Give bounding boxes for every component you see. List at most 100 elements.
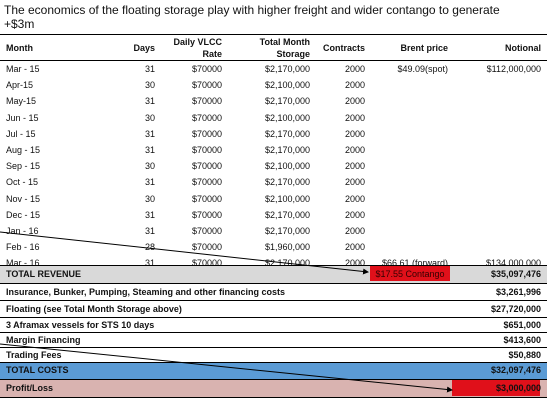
column-header: Daily VLCC Rate	[173, 37, 222, 59]
cell: 2000	[344, 193, 365, 204]
cell: Feb - 16	[6, 242, 40, 253]
cell: 2000	[344, 161, 365, 172]
summary-label: Trading Fees	[6, 349, 62, 360]
title: The economics of the floating storage pl…	[4, 3, 500, 31]
cell: 31	[144, 177, 155, 188]
cell: 31	[144, 209, 155, 220]
summary-label: Insurance, Bunker, Pumping, Steaming and…	[6, 286, 286, 297]
cell: 2000	[344, 226, 365, 236]
cell: $2,170,000	[264, 177, 310, 188]
column-header: Notional	[505, 43, 541, 53]
cell: $2,100,000	[264, 80, 310, 91]
cell: 2000	[344, 177, 365, 188]
summary-label: Margin Financing	[6, 334, 81, 345]
cell: $70000	[191, 226, 222, 236]
summary-row	[0, 265, 547, 283]
cell: 2000	[344, 96, 365, 107]
cell: $2,170,000	[264, 209, 310, 220]
cell: $70000	[191, 209, 222, 220]
header-rule	[0, 60, 547, 61]
cell: 31	[144, 128, 155, 139]
cell: $134,000,000	[485, 258, 541, 269]
cell: 30	[144, 112, 155, 123]
cell: $2,100,000	[264, 112, 310, 123]
cell: $2,100,000	[264, 161, 310, 172]
cell: 30	[144, 161, 155, 172]
summary-row	[0, 332, 547, 348]
cell: $2,170,000	[264, 96, 310, 107]
summary-value: $3,261,996	[495, 286, 541, 297]
cell: $49.09(spot)	[397, 64, 448, 74]
cell: Oct - 15	[6, 177, 39, 188]
cell: 2000	[344, 80, 365, 91]
summary-label: 3 Aframax vessels for STS 10 days	[6, 320, 155, 330]
cell: $70000	[191, 112, 222, 123]
profit-cell	[452, 380, 540, 396]
cell: 30	[144, 193, 155, 204]
summary-label: Floating (see Total Month Storage above)	[6, 303, 182, 314]
cell: $70000	[191, 161, 222, 172]
summary-row	[0, 362, 547, 379]
cell: May-15	[6, 96, 37, 107]
cell: 2000	[344, 112, 365, 123]
cell: Mar - 15	[6, 64, 40, 74]
cell: $70000	[191, 145, 222, 155]
summary-row	[0, 317, 547, 334]
column-header: Contracts	[322, 43, 365, 53]
summary-note: $17.55 Contango	[375, 268, 445, 279]
cell: $2,100,000	[264, 193, 310, 204]
cell: $1,960,000	[264, 242, 310, 253]
summary-label: TOTAL COSTS	[6, 365, 69, 375]
cell: 31	[144, 226, 155, 236]
summary-value: $35,097,476	[490, 268, 541, 279]
summary-value: $27,720,000	[490, 303, 541, 314]
cell: 2000	[344, 128, 365, 139]
cell: $70000	[191, 128, 222, 139]
column-header: Month	[6, 43, 33, 53]
bottom-rule	[0, 397, 547, 398]
cell: 2000	[344, 242, 365, 253]
cell: 28	[144, 242, 155, 253]
summary-label: TOTAL REVENUE	[6, 268, 82, 279]
cell: $70000	[191, 193, 222, 204]
column-header: Brent price	[400, 43, 448, 53]
cell: $66.61 (forward)	[381, 258, 448, 269]
contango-cell	[370, 266, 450, 281]
summary-value: $50,880	[508, 349, 541, 360]
cell: Jul - 15	[6, 128, 36, 139]
cell: $70000	[191, 177, 222, 188]
cell: Dec - 15	[6, 209, 41, 220]
header-rule	[0, 34, 547, 35]
cell: Jun - 15	[6, 112, 39, 123]
column-header: Days	[133, 43, 155, 53]
cell: Apr-15	[6, 80, 34, 91]
cell: Nov - 15	[6, 193, 41, 204]
summary-value: $413,600	[503, 334, 541, 345]
cell: $70000	[191, 64, 222, 74]
cell: 31	[144, 145, 155, 155]
cell: $112,000,000	[486, 64, 541, 74]
summary-value: $651,000	[503, 320, 541, 330]
summary-row	[0, 300, 547, 318]
cell: 2000	[344, 209, 365, 220]
cell: Aug - 15	[6, 145, 41, 155]
cell: 2000	[344, 64, 365, 74]
cell: $70000	[191, 96, 222, 107]
cell: $70000	[191, 242, 222, 253]
cell: Sep - 15	[6, 161, 41, 172]
cell: 31	[144, 64, 155, 74]
cell: Jan - 16	[6, 226, 39, 236]
summary-row	[0, 347, 547, 363]
summary-value: $3,000,000	[495, 383, 541, 393]
cell: $2,170,000	[264, 145, 310, 155]
summary-row	[0, 283, 547, 301]
cell: 31	[144, 96, 155, 107]
cell: $2,170,000	[264, 64, 310, 74]
cell: $2,170,000	[264, 226, 310, 236]
cell: 2000	[344, 145, 365, 155]
summary-label: Profit/Loss	[6, 383, 54, 393]
summary-value: $32,097,476	[490, 365, 541, 375]
cell: $2,170,000	[264, 128, 310, 139]
cell: $70000	[191, 80, 222, 91]
